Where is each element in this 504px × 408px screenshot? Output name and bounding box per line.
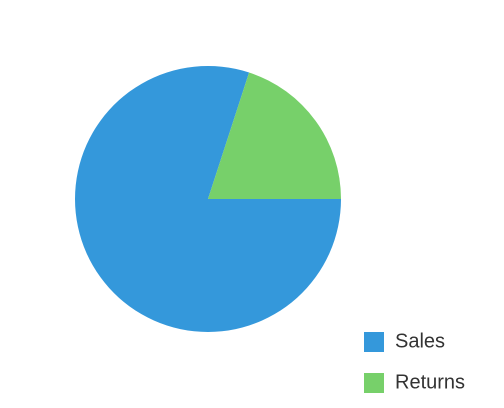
pie-slice xyxy=(74,66,341,333)
pie-slice xyxy=(208,72,341,199)
legend-label: Sales xyxy=(395,330,445,352)
legend-swatch xyxy=(364,332,384,352)
legend-swatch xyxy=(364,373,384,393)
legend-label: Returns xyxy=(395,371,465,393)
